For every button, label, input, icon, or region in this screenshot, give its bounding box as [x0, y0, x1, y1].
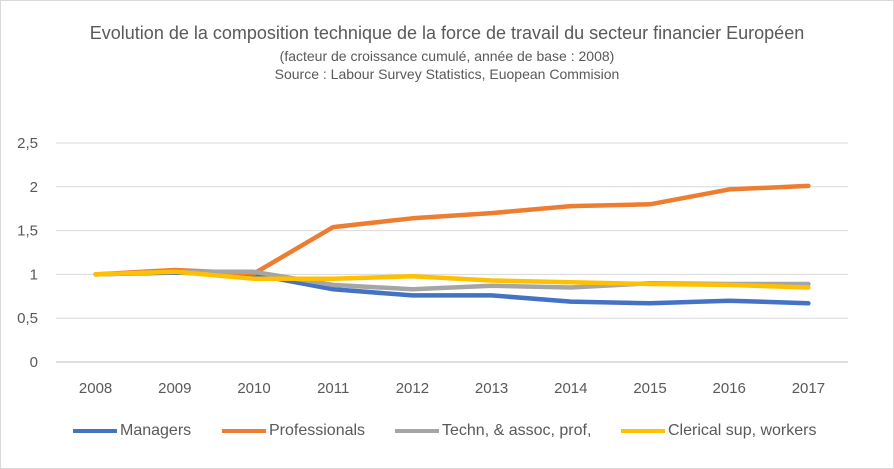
legend-label: Professionals	[269, 422, 366, 439]
legend-label: Managers	[120, 422, 192, 439]
x-tick-label: 2010	[237, 380, 270, 397]
legend: Managers Professionals Techn, & assoc, p…	[0, 422, 894, 444]
x-tick-label: 2009	[158, 380, 191, 397]
x-tick-label: 2016	[713, 380, 746, 397]
chart-title: Evolution de la composition technique de…	[89, 23, 805, 43]
series-line-3	[93, 269, 811, 290]
x-tick-label: 2012	[396, 380, 429, 397]
legend-label: Clerical sup, workers	[668, 422, 817, 439]
x-tick-label: 2011	[317, 380, 349, 397]
x-tick-label: 2015	[633, 380, 666, 397]
y-tick-label: 1	[30, 266, 38, 283]
chart-subtitle: (facteur de croissance cumulé, année de …	[279, 48, 615, 64]
legend-item-professionals: Professionals	[222, 422, 365, 440]
chart-source: Source : Labour Survey Statistics, Euope…	[274, 66, 620, 82]
x-tick-label: 2017	[792, 380, 825, 397]
chart-titles: Evolution de la composition technique de…	[0, 22, 894, 83]
x-tick-label: 2013	[475, 380, 508, 397]
legend-swatch-techn	[395, 429, 439, 433]
legend-swatch-professionals	[222, 429, 266, 433]
legend-swatch-clerical	[621, 429, 665, 433]
y-tick-label: 2,5	[17, 135, 38, 152]
y-tick-label: 2	[30, 179, 38, 196]
x-tick-label: 2008	[79, 380, 112, 397]
legend-item-clerical: Clerical sup, workers	[621, 422, 816, 440]
y-tick-label: 1,5	[17, 223, 38, 240]
y-tick-label: 0	[30, 354, 38, 371]
x-tick-label: 2014	[554, 380, 587, 397]
legend-label: Techn, & assoc, prof,	[442, 422, 592, 439]
legend-item-techn: Techn, & assoc, prof,	[395, 422, 591, 440]
legend-swatch-managers	[73, 429, 117, 433]
y-tick-label: 0,5	[17, 310, 38, 327]
legend-item-managers: Managers	[73, 422, 191, 440]
